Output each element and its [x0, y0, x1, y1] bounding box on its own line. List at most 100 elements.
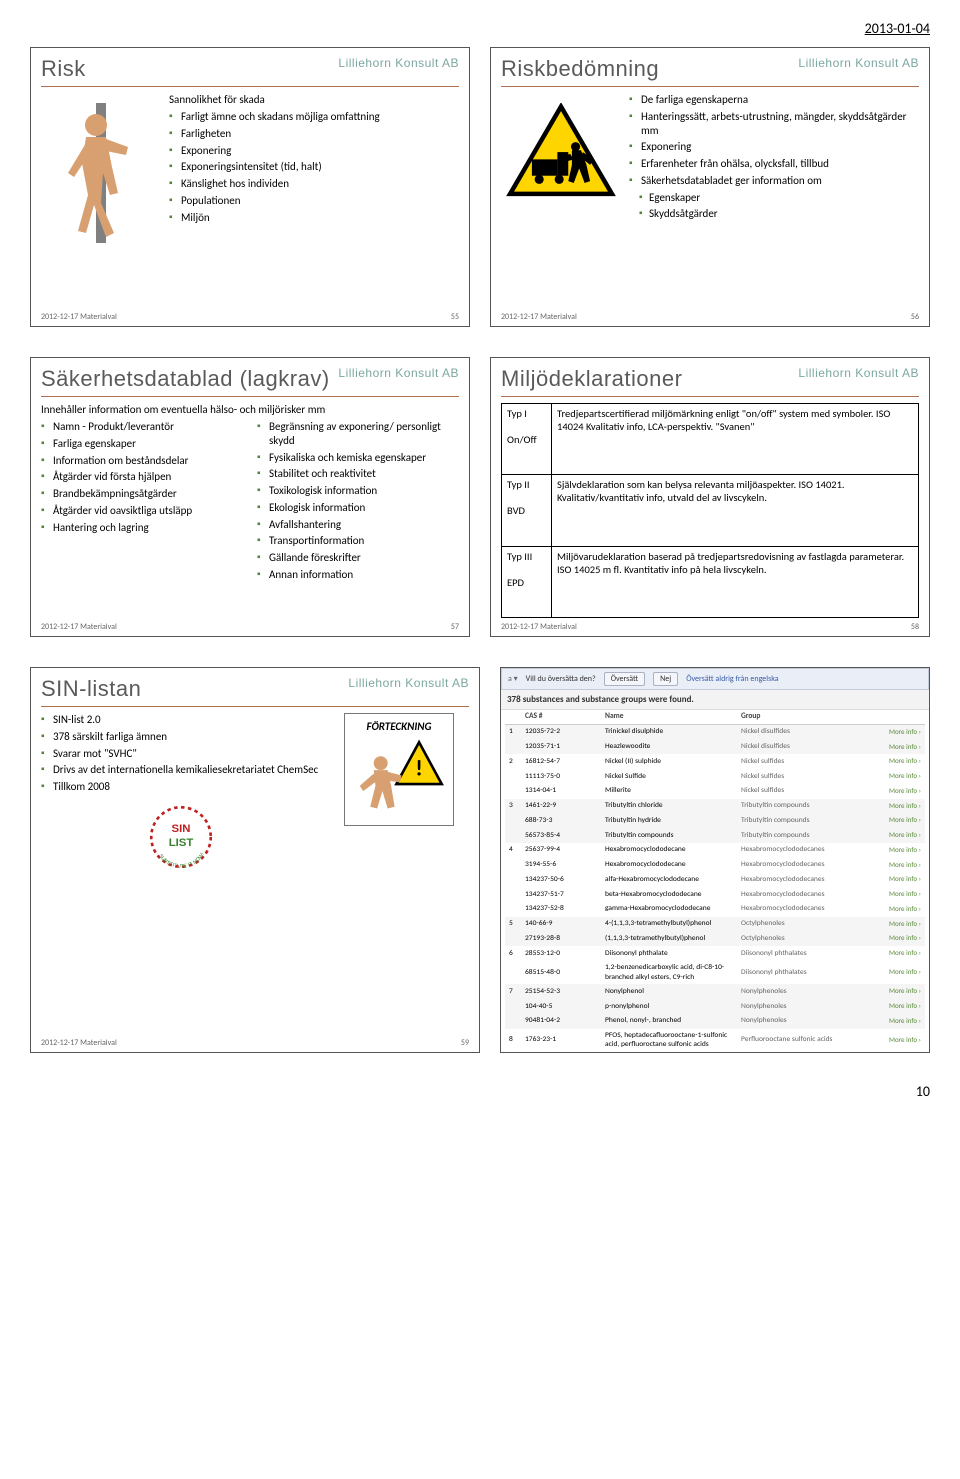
table-header [505, 710, 521, 724]
list-item: Tillkom 2008 [41, 780, 321, 794]
list-item: Gällande föreskrifter [257, 551, 459, 565]
substance-group: Nickel sulfides [737, 784, 877, 799]
slide-header: Risk Lilliehorn Konsult AB [41, 56, 459, 87]
sinlist-logo-icon: SIN LIST SUBSTITUTE IT NOW! [146, 802, 216, 872]
svg-text:LIST: LIST [169, 837, 194, 849]
substance-name: Hexabromocyclododecane [601, 843, 737, 858]
substance-name: Tributyltin hydride [601, 813, 737, 828]
cas-number: 68515-48-0 [521, 961, 601, 985]
more-info-link[interactable]: More info › [889, 874, 921, 883]
list-item: Farligheten [169, 127, 459, 141]
more-info-link[interactable]: More info › [889, 830, 921, 839]
table-row: 27193-28-8(1,1,3,3-tetramethylbutyl)phen… [505, 931, 925, 946]
more-info-link[interactable]: More info › [889, 986, 921, 995]
substance-group: Hexabromocyclododecanes [737, 872, 877, 887]
more-info-link[interactable]: More info › [889, 1035, 921, 1044]
table-row: 134237-50-6alfa-HexabromocyclododecaneHe… [505, 872, 925, 887]
table-row: 112035-72-2Trinickel disulphideNickel di… [505, 724, 925, 739]
more-info-link[interactable]: More info › [889, 815, 921, 824]
more-info-link[interactable]: More info › [889, 742, 921, 751]
substance-group: Nonylphenoles [737, 984, 877, 999]
substance-group: Diisononyl phthalates [737, 961, 877, 985]
slide-row-3: SIN-listan Lilliehorn Konsult AB SIN-lis… [30, 667, 930, 1053]
more-info-link[interactable]: More info › [889, 786, 921, 795]
footer-text: 2012-12-17 Materialval [41, 1038, 117, 1048]
risk-bullets: Farligt ämne och skadans möjliga omfattn… [169, 110, 459, 224]
more-info-link[interactable]: More info › [889, 948, 921, 957]
row-index: 5 [505, 917, 521, 932]
substance-group: Nonylphenoles [737, 1014, 877, 1029]
warning-truck-icon [501, 93, 621, 308]
slide-substances: a ▾ Vill du översätta den? Översätt Nej … [500, 667, 930, 1053]
substance-group: Hexabromocyclododecanes [737, 858, 877, 873]
substance-group: Octylphenoles [737, 917, 877, 932]
table-row: 56573-85-4Tributyltin compoundsTributylt… [505, 828, 925, 843]
cas-number: 25637-99-4 [521, 843, 601, 858]
list-item: Farligt ämne och skadans möjliga omfattn… [169, 110, 459, 124]
decl-type-cell: Typ IIBVD [502, 475, 552, 546]
list-item: Information om beståndsdelar [41, 454, 243, 468]
cas-number: 140-66-9 [521, 917, 601, 932]
list-item: Toxikologisk information [257, 484, 459, 498]
more-info-link[interactable]: More info › [889, 889, 921, 898]
more-info-link[interactable]: More info › [889, 860, 921, 869]
table-row: 628553-12-0Diisononyl phthalateDiisonony… [505, 946, 925, 961]
row-index [505, 887, 521, 902]
list-item: Åtgärder vid första hjälpen [41, 470, 243, 484]
more-info-link[interactable]: More info › [889, 904, 921, 913]
substance-group: Nickel sulfides [737, 769, 877, 784]
cas-number: 28553-12-0 [521, 946, 601, 961]
more-info-link[interactable]: More info › [889, 801, 921, 810]
cas-number: 11113-75-0 [521, 769, 601, 784]
substance-name: 4-(1,1,3,3-tetramethylbutyl)phenol [601, 917, 737, 932]
more-info-link[interactable]: More info › [889, 933, 921, 942]
translate-dropdown-icon[interactable]: a ▾ [508, 674, 518, 684]
table-header: Name [601, 710, 737, 724]
slide-number: 55 [451, 312, 459, 322]
more-info-link[interactable]: More info › [889, 967, 921, 976]
svg-text:SUBSTITUTE IT NOW!: SUBSTITUTE IT NOW! [157, 852, 206, 870]
row-index [505, 872, 521, 887]
more-info-link[interactable]: More info › [889, 919, 921, 928]
table-row: 725154-52-3NonylphenolNonylphenolesMore … [505, 984, 925, 999]
sdb-subhead: Innehåller information om eventuella häl… [41, 403, 459, 416]
forteckning-box: FÖRTECKNING ! [344, 713, 454, 826]
decl-desc-cell: Miljövarudeklaration baserad på tredjepa… [552, 546, 919, 617]
more-info-link[interactable]: More info › [889, 1001, 921, 1010]
row-index [505, 828, 521, 843]
list-item: Skyddsåtgärder [629, 207, 919, 221]
substance-name: PFOS, heptadecafluorooctane-1-sulfonic a… [601, 1029, 737, 1053]
slide-number: 57 [451, 622, 459, 632]
cas-number: 134237-52-8 [521, 902, 601, 917]
decl-type-cell: Typ IOn/Off [502, 404, 552, 475]
substance-group: Nickel disulfides [737, 724, 877, 739]
brand-label: Lilliehorn Konsult AB [798, 366, 919, 380]
miljo-table: Typ IOn/OffTredjepartscertifierad miljöm… [501, 403, 919, 618]
risk-subhead: Sannolikhet för skada [169, 93, 459, 106]
substance-name: Phenol, nonyl-, branched [601, 1014, 737, 1029]
list-item: De farliga egenskaperna [629, 93, 919, 107]
list-item: SIN-list 2.0 [41, 713, 321, 727]
row-index [505, 902, 521, 917]
more-info-link[interactable]: More info › [889, 771, 921, 780]
forteckning-label: FÖRTECKNING [351, 720, 447, 733]
row-index [505, 961, 521, 985]
more-info-link[interactable]: More info › [889, 845, 921, 854]
table-row: 81763-23-1PFOS, heptadecafluorooctane-1-… [505, 1029, 925, 1053]
more-info-link[interactable]: More info › [889, 1016, 921, 1025]
translate-never-link[interactable]: Översätt aldrig från engelska [686, 674, 778, 684]
substance-group: Octylphenoles [737, 931, 877, 946]
substance-name: Hexabromocyclododecane [601, 858, 737, 873]
table-header: Group [737, 710, 877, 724]
translate-no-button[interactable]: Nej [653, 672, 678, 686]
translate-button[interactable]: Översätt [604, 672, 645, 686]
substance-group: Hexabromocyclododecanes [737, 887, 877, 902]
more-info-link[interactable]: More info › [889, 727, 921, 736]
translate-prompt: Vill du översätta den? [526, 674, 596, 684]
translate-bar: a ▾ Vill du översätta den? Översätt Nej … [501, 668, 929, 690]
table-row: 104-40-5p-nonylphenolNonylphenolesMore i… [505, 999, 925, 1014]
row-index: 3 [505, 799, 521, 814]
slide-risk: Risk Lilliehorn Konsult AB Sannolikhet f… [30, 47, 470, 327]
more-info-link[interactable]: More info › [889, 756, 921, 765]
list-item: Avfallshantering [257, 518, 459, 532]
